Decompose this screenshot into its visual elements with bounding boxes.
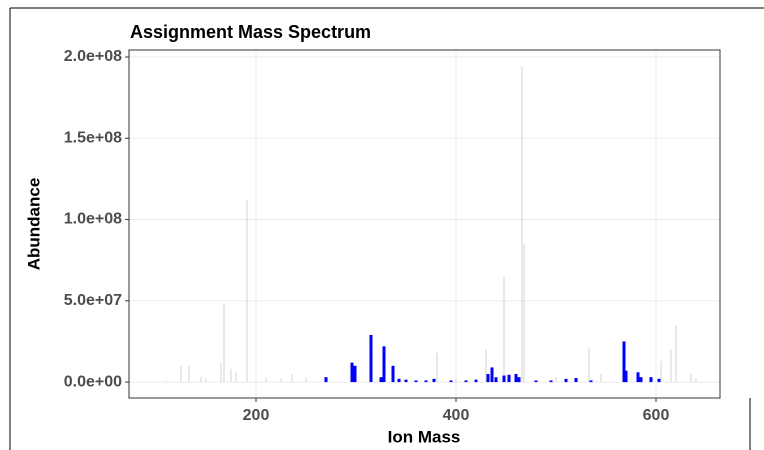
peak — [280, 378, 282, 383]
peak — [486, 373, 490, 383]
peak — [660, 360, 662, 383]
peak — [369, 334, 373, 383]
peak — [600, 373, 602, 383]
plot-background — [129, 50, 720, 398]
peak — [223, 304, 225, 383]
peak — [391, 365, 395, 383]
peak — [523, 243, 525, 383]
peak — [485, 349, 487, 383]
chart-title: Assignment Mass Spectrum — [130, 22, 371, 42]
peak — [564, 378, 568, 383]
peak — [220, 362, 222, 383]
peak — [503, 276, 505, 383]
plot-border — [128, 49, 721, 399]
peak — [675, 325, 677, 383]
peak — [432, 378, 436, 383]
peak — [180, 365, 182, 383]
x-tick-label: 200 — [243, 407, 270, 424]
peak — [165, 380, 167, 383]
peak — [574, 378, 578, 383]
peak — [424, 380, 428, 383]
peak — [436, 352, 438, 383]
y-tick-label: 0.0e+00 — [64, 373, 122, 390]
peak — [246, 200, 248, 383]
peak — [555, 377, 557, 383]
peak — [353, 365, 357, 383]
peak — [670, 349, 672, 383]
peak — [455, 378, 457, 383]
peak — [624, 370, 628, 383]
peak — [397, 378, 401, 383]
peak — [549, 380, 553, 383]
peak — [379, 377, 383, 383]
peak — [639, 377, 643, 383]
peak — [382, 346, 386, 383]
x-axis-title: Ion Mass — [388, 427, 461, 446]
y-tick-label: 1.5e+08 — [64, 129, 122, 146]
peak — [265, 377, 267, 383]
peak — [517, 377, 521, 383]
peak — [521, 66, 523, 383]
peak — [636, 372, 640, 383]
peak — [305, 377, 307, 383]
peak — [404, 379, 408, 383]
peak — [622, 341, 626, 383]
peak — [414, 380, 418, 383]
peak — [695, 378, 697, 383]
peak — [507, 374, 511, 383]
peak — [230, 369, 232, 383]
peak — [324, 377, 328, 383]
peak — [514, 373, 518, 383]
peak — [649, 377, 653, 383]
peak — [494, 377, 498, 383]
y-tick-label: 5.0e+07 — [64, 292, 122, 309]
peak — [589, 380, 593, 383]
peak — [464, 380, 468, 383]
peak — [474, 379, 478, 383]
peak — [205, 378, 207, 383]
x-tick-label: 600 — [643, 407, 670, 424]
peak — [657, 378, 661, 383]
peak — [350, 362, 354, 383]
y-tick-label: 2.0e+08 — [64, 48, 122, 65]
peak — [690, 373, 692, 383]
peak — [449, 380, 453, 383]
peak — [490, 367, 494, 383]
y-tick-label: 1.0e+08 — [64, 211, 122, 228]
peak — [291, 373, 293, 383]
y-axis-title: Abundance — [24, 178, 43, 271]
plot-area: 0.0e+00 5.0e+07 1.0e+08 1.5e+08 2.0e+08 200 40… — [64, 48, 721, 424]
x-tick-label: 400 — [443, 407, 470, 424]
peak — [200, 377, 202, 383]
peak — [534, 380, 538, 383]
peak — [188, 365, 190, 383]
peak — [502, 375, 506, 383]
peak — [235, 372, 237, 383]
peak — [588, 347, 590, 383]
